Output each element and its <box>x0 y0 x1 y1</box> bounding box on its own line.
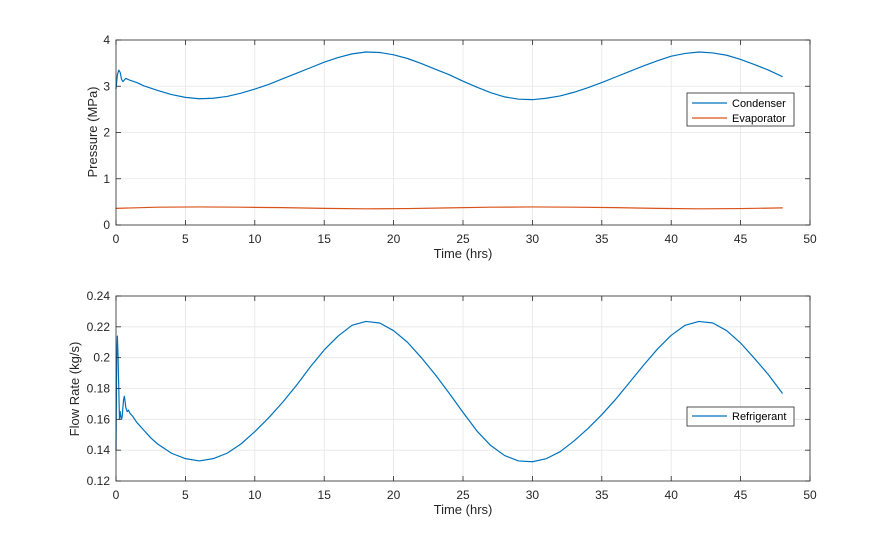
flow-rate-x-tick-label-4: 20 <box>387 488 401 502</box>
legend-label-evaporator: Evaporator <box>732 113 786 125</box>
flow-rate-y-tick-label-2: 0.16 <box>87 412 111 426</box>
flow-rate-y-axis-label: Flow Rate (kg/s) <box>67 342 82 437</box>
pressure-x-tick-label-6: 30 <box>526 232 540 246</box>
flow-rate-x-tick-label-3: 15 <box>318 488 332 502</box>
pressure-axes: 0 5 10 15 20 25 30 35 40 45 50 0 1 2 3 4 Time (hrs) Pre… <box>85 33 817 261</box>
pressure-x-axis-label: Time (hrs) <box>434 246 493 261</box>
series-line-evaporator <box>115 206 783 210</box>
pressure-lines <box>115 51 783 210</box>
pressure-legend-box <box>686 92 795 127</box>
flow-rate-x-tick-label-1: 5 <box>182 488 189 502</box>
pressure-x-tick-label-3: 15 <box>318 232 332 246</box>
flow-rate-x-tick-label-9: 45 <box>734 488 748 502</box>
legend-label-refrigerant: Refrigerant <box>732 411 786 423</box>
legend-label-condenser: Condenser <box>732 98 786 110</box>
pressure-legend: Condenser Evaporator <box>686 92 795 127</box>
pressure-x-tick-label-8: 40 <box>665 232 679 246</box>
flow-rate-x-tick-label-10: 50 <box>803 488 817 502</box>
series-line-condenser <box>115 51 783 101</box>
pressure-y-tick-label-0: 0 <box>103 218 110 232</box>
pressure-y-tick-label-4: 4 <box>103 33 110 47</box>
pressure-x-tick-label-5: 25 <box>456 232 470 246</box>
series-line-refrigerant <box>115 320 783 463</box>
flow-rate-legend: Refrigerant <box>686 406 795 427</box>
pressure-y-tick-label-2: 2 <box>103 126 110 140</box>
flow-rate-x-tick-label-2: 10 <box>248 488 262 502</box>
flow-rate-y-tick-label-1: 0.14 <box>87 443 111 457</box>
pressure-x-tick-label-1: 5 <box>182 232 189 246</box>
flow-rate-y-tick-label-6: 0.24 <box>87 289 111 303</box>
flow-rate-y-tick-label-0: 0.12 <box>87 474 111 488</box>
pressure-ticks: 0 5 10 15 20 25 30 35 40 45 50 0 1 2 3 4 <box>103 33 817 246</box>
pressure-x-tick-label-2: 10 <box>248 232 262 246</box>
flow-rate-ticks: 0 5 10 15 20 25 30 35 40 45 50 0.12 0.14 0.16 0.18 0.2 0… <box>87 289 817 502</box>
flow-rate-x-tick-label-5: 25 <box>456 488 470 502</box>
pressure-x-tick-label-4: 20 <box>387 232 401 246</box>
flow-rate-y-tick-label-3: 0.18 <box>87 382 111 396</box>
pressure-y-axis-label: Pressure (MPa) <box>85 86 100 177</box>
flow-rate-lines <box>115 320 783 463</box>
pressure-x-tick-label-0: 0 <box>113 232 120 246</box>
pressure-grid <box>116 40 810 225</box>
flow-rate-y-tick-label-5: 0.22 <box>87 320 111 334</box>
pressure-x-tick-label-10: 50 <box>803 232 817 246</box>
flow-rate-x-tick-label-8: 40 <box>665 488 679 502</box>
pressure-x-tick-label-7: 35 <box>595 232 609 246</box>
pressure-y-tick-label-1: 1 <box>103 172 110 186</box>
flow-rate-x-tick-label-6: 30 <box>526 488 540 502</box>
flow-rate-y-tick-label-4: 0.2 <box>93 351 110 365</box>
flow-rate-x-tick-label-0: 0 <box>113 488 120 502</box>
flow-rate-x-axis-label: Time (hrs) <box>434 502 493 517</box>
flow-rate-x-tick-label-7: 35 <box>595 488 609 502</box>
pressure-y-tick-label-3: 3 <box>103 79 110 93</box>
flow-rate-axes: 0 5 10 15 20 25 30 35 40 45 50 0.12 0.14 0.16 0.18 0.2 0… <box>67 289 817 517</box>
flow-rate-legend-box <box>686 406 795 427</box>
pressure-x-tick-label-9: 45 <box>734 232 748 246</box>
